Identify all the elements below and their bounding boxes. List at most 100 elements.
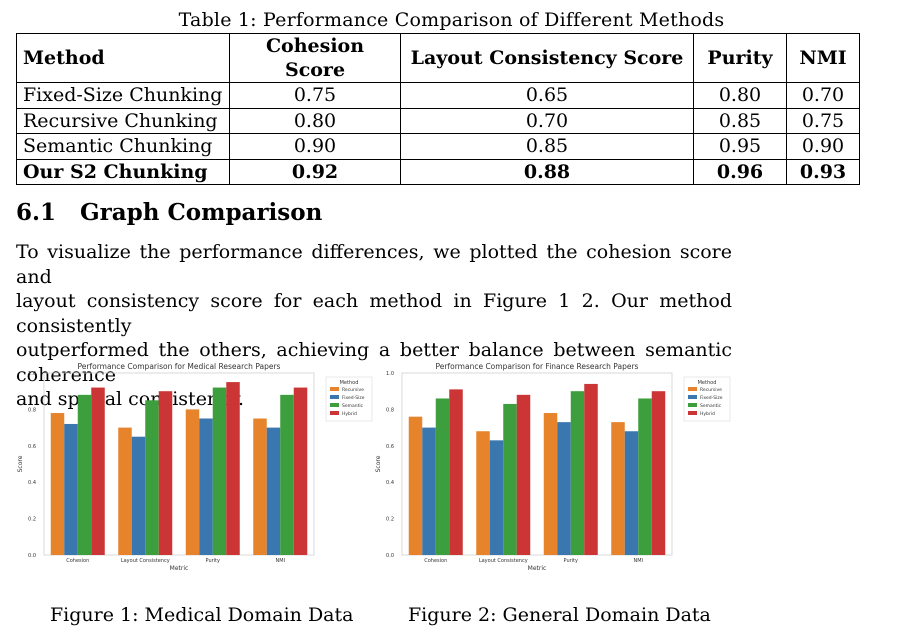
x-tick-label: NMI: [633, 558, 643, 564]
table-caption: Table 1: Performance Comparison of Diffe…: [178, 9, 725, 31]
cell-method: Fixed-Size Chunking: [16, 82, 230, 109]
legend-swatch: [688, 403, 697, 407]
bar-recursive: [476, 431, 490, 555]
bar-semantic: [145, 400, 159, 555]
figure1-caption: Figure 1: Medical Domain Data: [50, 604, 354, 626]
legend-swatch: [688, 411, 697, 415]
bar-fixed-size: [489, 440, 504, 555]
cell-method: Semantic Chunking: [16, 133, 230, 160]
medical-bar-chart: Performance Comparison for Medical Resea…: [17, 362, 373, 572]
bar-semantic: [77, 394, 92, 555]
table-row-highlight: Our S2 Chunking 0.92 0.88 0.96 0.93: [16, 158, 860, 186]
x-tick-label: Purity: [564, 558, 579, 564]
legend-swatch: [330, 395, 339, 399]
bar-semantic: [280, 394, 294, 555]
bar-semantic: [570, 391, 585, 555]
y-tick-label: 0.2: [386, 517, 394, 523]
section-title: Graph Comparison: [80, 199, 323, 226]
table-row: Fixed-Size Chunking 0.75 0.65 0.80 0.70: [16, 82, 860, 109]
cell-layout: 0.85: [400, 133, 694, 160]
y-tick-label: 0.4: [386, 480, 394, 486]
cell-nmi: 0.93: [786, 158, 860, 186]
legend-title: Method: [698, 380, 717, 386]
section-number: 6.1: [16, 199, 57, 226]
bar-hybrid: [516, 394, 531, 555]
bar-recursive: [185, 409, 200, 555]
cell-cohesion: 0.75: [229, 82, 401, 109]
legend-swatch: [330, 387, 339, 391]
table-row: Recursive Chunking 0.80 0.70 0.85 0.75: [16, 107, 860, 135]
x-tick-label: NMI: [275, 558, 285, 564]
cell-nmi: 0.90: [786, 133, 860, 160]
cell-cohesion: 0.90: [229, 133, 401, 160]
bar-semantic: [212, 387, 227, 555]
bar-recursive: [118, 427, 132, 555]
y-axis-label: Score: [17, 455, 24, 472]
legend-swatch: [330, 411, 339, 415]
header-cohesion: Cohesion Score: [229, 33, 401, 83]
cell-cohesion: 0.92: [229, 158, 401, 186]
x-tick-label: Purity: [206, 558, 221, 564]
bar-hybrid: [584, 383, 598, 555]
header-method: Method: [16, 33, 230, 83]
bar-fixed-size: [64, 423, 78, 555]
y-tick-label: 0.0: [386, 553, 394, 559]
performance-table: Method Cohesion Score Layout Consistency…: [16, 33, 860, 186]
y-tick-label: 0.6: [28, 444, 36, 450]
bar-fixed-size: [422, 427, 436, 555]
paragraph-line: To visualize the performance differences…: [16, 241, 732, 288]
chart-title: Performance Comparison for Medical Resea…: [78, 362, 281, 371]
cell-nmi: 0.75: [786, 107, 860, 135]
cell-method: Recursive Chunking: [16, 107, 230, 135]
y-axis-label: Score: [375, 455, 382, 472]
legend-swatch: [688, 387, 697, 391]
plot-frame: [43, 372, 315, 556]
y-tick-label: 0.8: [28, 407, 36, 413]
legend-label: Recursive: [342, 387, 364, 393]
legend-label: Hybrid: [700, 411, 715, 417]
bar-fixed-size: [131, 436, 146, 555]
x-tick-label: Layout Consistency: [479, 558, 528, 564]
legend-label: Fixed-Size: [342, 395, 365, 401]
y-tick-label: 0.8: [386, 407, 394, 413]
bar-semantic: [503, 403, 517, 555]
bar-hybrid: [226, 382, 240, 555]
bar-fixed-size: [266, 427, 281, 555]
cell-method: Our S2 Chunking: [16, 158, 230, 186]
cell-purity: 0.96: [693, 158, 787, 186]
cell-layout: 0.65: [400, 82, 694, 109]
legend-label: Fixed-Size: [700, 395, 723, 401]
section-heading: 6.1 Graph Comparison: [16, 199, 322, 226]
bar-semantic: [638, 398, 652, 555]
bar-hybrid: [293, 387, 308, 555]
bar-hybrid: [158, 391, 173, 555]
bar-recursive: [50, 413, 65, 555]
finance-bar-chart: Performance Comparison for Finance Resea…: [375, 362, 731, 572]
legend-label: Semantic: [700, 403, 722, 409]
bar-fixed-size: [199, 418, 213, 555]
bar-recursive: [611, 422, 625, 555]
cell-purity: 0.85: [693, 107, 787, 135]
bar-hybrid: [91, 387, 105, 555]
x-tick-label: Cohesion: [424, 558, 447, 564]
paragraph-line: layout consistency score for each method…: [16, 290, 732, 337]
legend-label: Semantic: [342, 403, 364, 409]
bar-recursive: [253, 418, 267, 555]
cell-cohesion: 0.80: [229, 107, 401, 135]
y-tick-label: 1.0: [28, 371, 36, 377]
y-tick-label: 1.0: [386, 371, 394, 377]
x-tick-label: Cohesion: [66, 558, 89, 564]
bar-hybrid: [449, 389, 463, 555]
cell-nmi: 0.70: [786, 82, 860, 109]
legend-label: Hybrid: [342, 411, 357, 417]
y-tick-label: 0.6: [386, 444, 394, 450]
paragraph-line: and spatial consistency.: [16, 388, 245, 410]
bar-semantic: [435, 398, 450, 555]
plot-frame: [401, 372, 673, 556]
header-layout: Layout Consistency Score: [400, 33, 694, 83]
legend-swatch: [330, 403, 339, 407]
table-row: Semantic Chunking 0.90 0.85 0.95 0.90: [16, 133, 860, 160]
paragraph-line: outperformed the others, achieving a bet…: [16, 339, 732, 386]
table-header-row: Method Cohesion Score Layout Consistency…: [16, 33, 860, 83]
bar-recursive: [408, 416, 423, 555]
